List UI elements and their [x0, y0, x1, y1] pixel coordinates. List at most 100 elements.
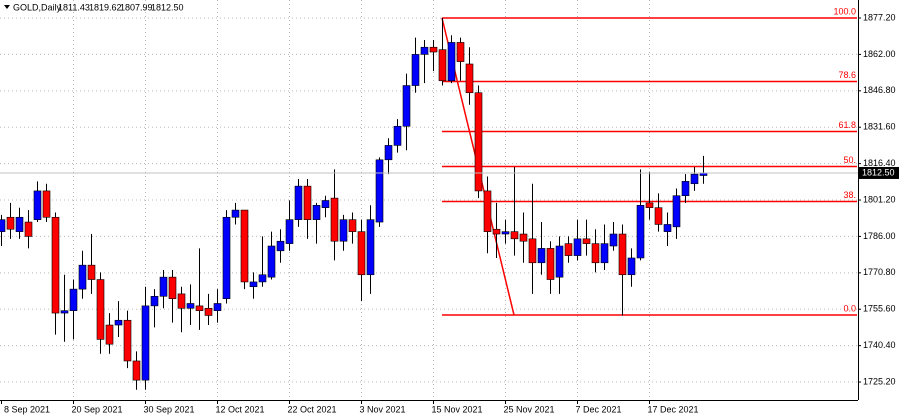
candle-body — [447, 42, 456, 82]
x-tick-label: 17 Dec 2021 — [648, 404, 699, 414]
candle-body — [15, 216, 24, 232]
candle-body — [24, 221, 33, 237]
header-ohlc: 1811.43 — [58, 2, 90, 12]
candle-body — [348, 219, 357, 232]
candle-body — [681, 181, 690, 197]
candle-body — [636, 204, 645, 259]
candle-body — [573, 238, 582, 256]
candle-body — [672, 195, 681, 228]
candle-body — [510, 231, 519, 240]
candle-body — [537, 248, 546, 264]
candle-body — [393, 125, 402, 146]
y-tick-label: 1770.80 — [863, 267, 896, 277]
x-tick-label: 30 Sep 2021 — [144, 404, 195, 414]
candle-body — [150, 295, 159, 307]
candle-body — [438, 49, 447, 82]
candle-body — [600, 243, 609, 264]
candle-body — [690, 173, 699, 185]
y-tick-label: 1740.40 — [863, 340, 896, 350]
x-tick-label: 25 Nov 2021 — [504, 404, 555, 414]
candle-body — [582, 238, 591, 244]
y-tick-label: 1816.40 — [863, 158, 896, 168]
candle-body — [402, 85, 411, 127]
candle-body — [555, 245, 564, 278]
x-tick-label: 8 Sep 2021 — [4, 404, 50, 414]
fib-label: 50. — [843, 155, 856, 165]
symbol: GOLD,Daily — [13, 2, 62, 12]
header-ohlc: 1812.50 — [151, 2, 184, 12]
y-tick-label: 1862.00 — [863, 49, 896, 59]
fib-label: 100.0 — [833, 6, 856, 16]
x-tick-label: 7 Dec 2021 — [576, 404, 622, 414]
y-tick-label: 1725.20 — [863, 376, 896, 386]
candle-body — [114, 319, 123, 326]
candle-body — [204, 307, 213, 316]
fib-label: 78.6 — [838, 70, 856, 80]
candle-body — [303, 185, 312, 220]
candle-body — [609, 233, 618, 247]
candle-body — [78, 264, 87, 290]
y-tick-label: 1846.80 — [863, 85, 896, 95]
candle-body — [231, 209, 240, 218]
y-tick-label: 1831.60 — [863, 122, 896, 132]
candle-body — [249, 281, 258, 288]
candle-body — [645, 202, 654, 208]
candle-body — [276, 240, 285, 252]
symbol-arrow — [4, 5, 10, 9]
candle-body — [69, 288, 78, 311]
header-ohlc: 1807.99 — [120, 2, 153, 12]
candle-body — [312, 204, 321, 220]
candle-body — [411, 54, 420, 86]
candle-body — [456, 42, 465, 62]
candle-body — [141, 305, 150, 381]
current-price-label: 1812.50 — [862, 167, 895, 177]
candle-body — [240, 209, 249, 283]
candle-body — [501, 231, 510, 235]
candle-body — [366, 219, 375, 276]
candle-body — [60, 310, 69, 314]
candle-body — [528, 238, 537, 264]
candle-body — [186, 303, 195, 309]
y-tick-label: 1786.00 — [863, 231, 896, 241]
candle-body — [159, 276, 168, 297]
candle-body — [663, 224, 672, 232]
candle-body — [42, 190, 51, 218]
x-tick-label: 3 Nov 2021 — [360, 404, 406, 414]
candle-body — [627, 257, 636, 276]
y-tick-label: 1801.20 — [863, 194, 896, 204]
fib-label: 38. — [843, 190, 856, 200]
candle-body — [339, 219, 348, 242]
x-tick-label: 12 Oct 2021 — [216, 404, 265, 414]
candle-body — [384, 145, 393, 161]
candle-body — [222, 216, 231, 299]
candle-body — [123, 319, 132, 362]
candle-body — [465, 63, 474, 94]
current-price-box — [859, 166, 899, 179]
candle-body — [357, 231, 366, 276]
x-tick-label: 20 Sep 2021 — [72, 404, 123, 414]
candle-body — [375, 159, 384, 223]
candle-body — [168, 276, 177, 299]
candle-body — [618, 233, 627, 276]
candle-body — [474, 92, 483, 192]
candle-body — [51, 216, 60, 314]
candle-body — [177, 293, 186, 309]
y-tick-label: 1755.60 — [863, 304, 896, 314]
x-tick-label: 22 Oct 2021 — [288, 404, 337, 414]
candle-body — [6, 216, 15, 230]
candle-body — [321, 200, 330, 208]
candle-body — [294, 185, 303, 220]
x-tick-label: 15 Nov 2021 — [432, 404, 483, 414]
candle-body — [429, 46, 438, 53]
candle-body — [546, 248, 555, 280]
candle-body — [564, 243, 573, 256]
candle-body — [654, 207, 663, 225]
candle-body — [483, 190, 492, 232]
candle-body — [420, 46, 429, 55]
candle-body — [258, 274, 267, 283]
candle-body — [105, 324, 114, 345]
candle-body — [96, 279, 105, 340]
fib-label: 0.0 — [843, 303, 856, 313]
candle-body — [519, 233, 528, 242]
